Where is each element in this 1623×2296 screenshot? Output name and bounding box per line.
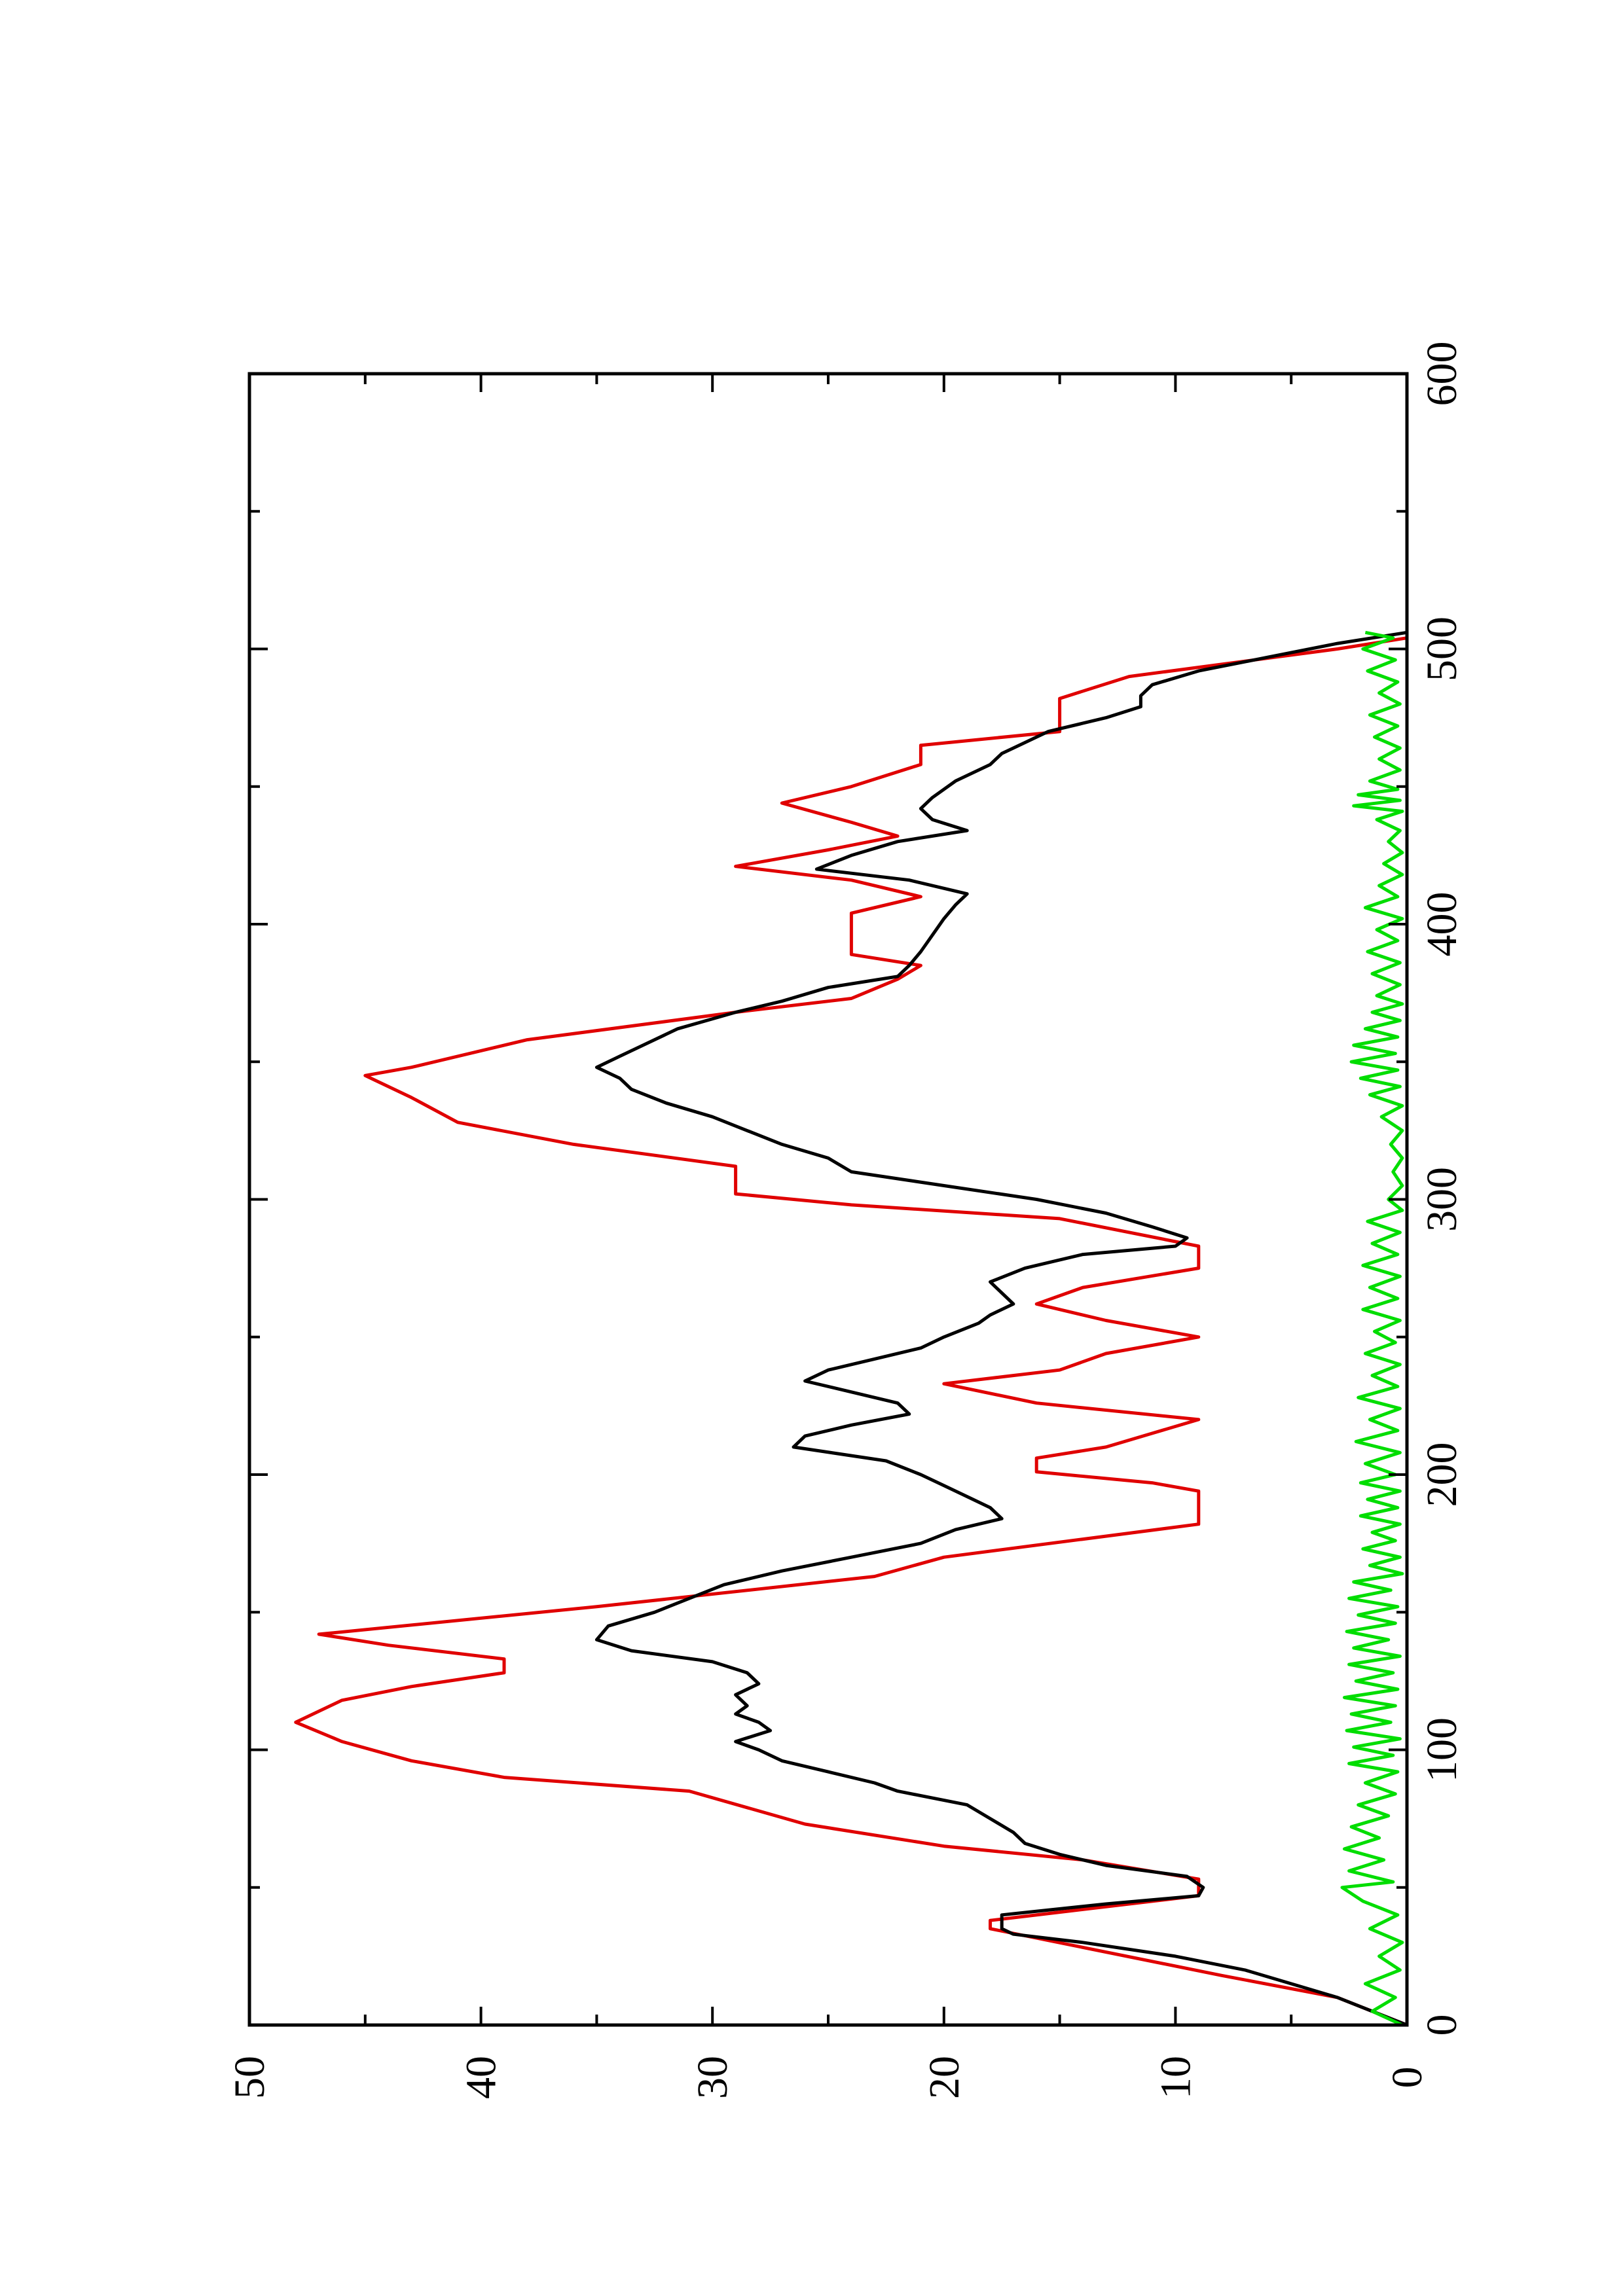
y-tick-label: 50 [226,2056,274,2099]
y-tick-label: 20 [921,2056,968,2099]
plot-frame [247,372,1409,2027]
y-tick-label: 40 [458,2056,505,2099]
x-tick-label: 0 [1418,2015,1466,2036]
y-tick-label: 0 [1383,2067,1431,2089]
x-tick-label: 600 [1418,342,1466,406]
series-line-1 [294,636,1408,2027]
y-tick-label: 30 [689,2056,737,2099]
x-tick-label: 100 [1418,1717,1466,1782]
series-line-3 [1340,630,1404,2027]
x-tick-label: 300 [1418,1167,1466,1232]
x-tick-label: 200 [1418,1443,1466,1507]
labels-layer: 0 100 200 300 400 500 600 0 10 20 30 40 50 [226,342,1466,2100]
x-tick-label: 500 [1418,617,1466,681]
x-tick-label: 400 [1418,892,1466,957]
series-line-2 [594,630,1408,2027]
y-tick-label: 10 [1152,2056,1199,2099]
ticks-layer [248,372,1408,2026]
series-layer [294,630,1408,2027]
